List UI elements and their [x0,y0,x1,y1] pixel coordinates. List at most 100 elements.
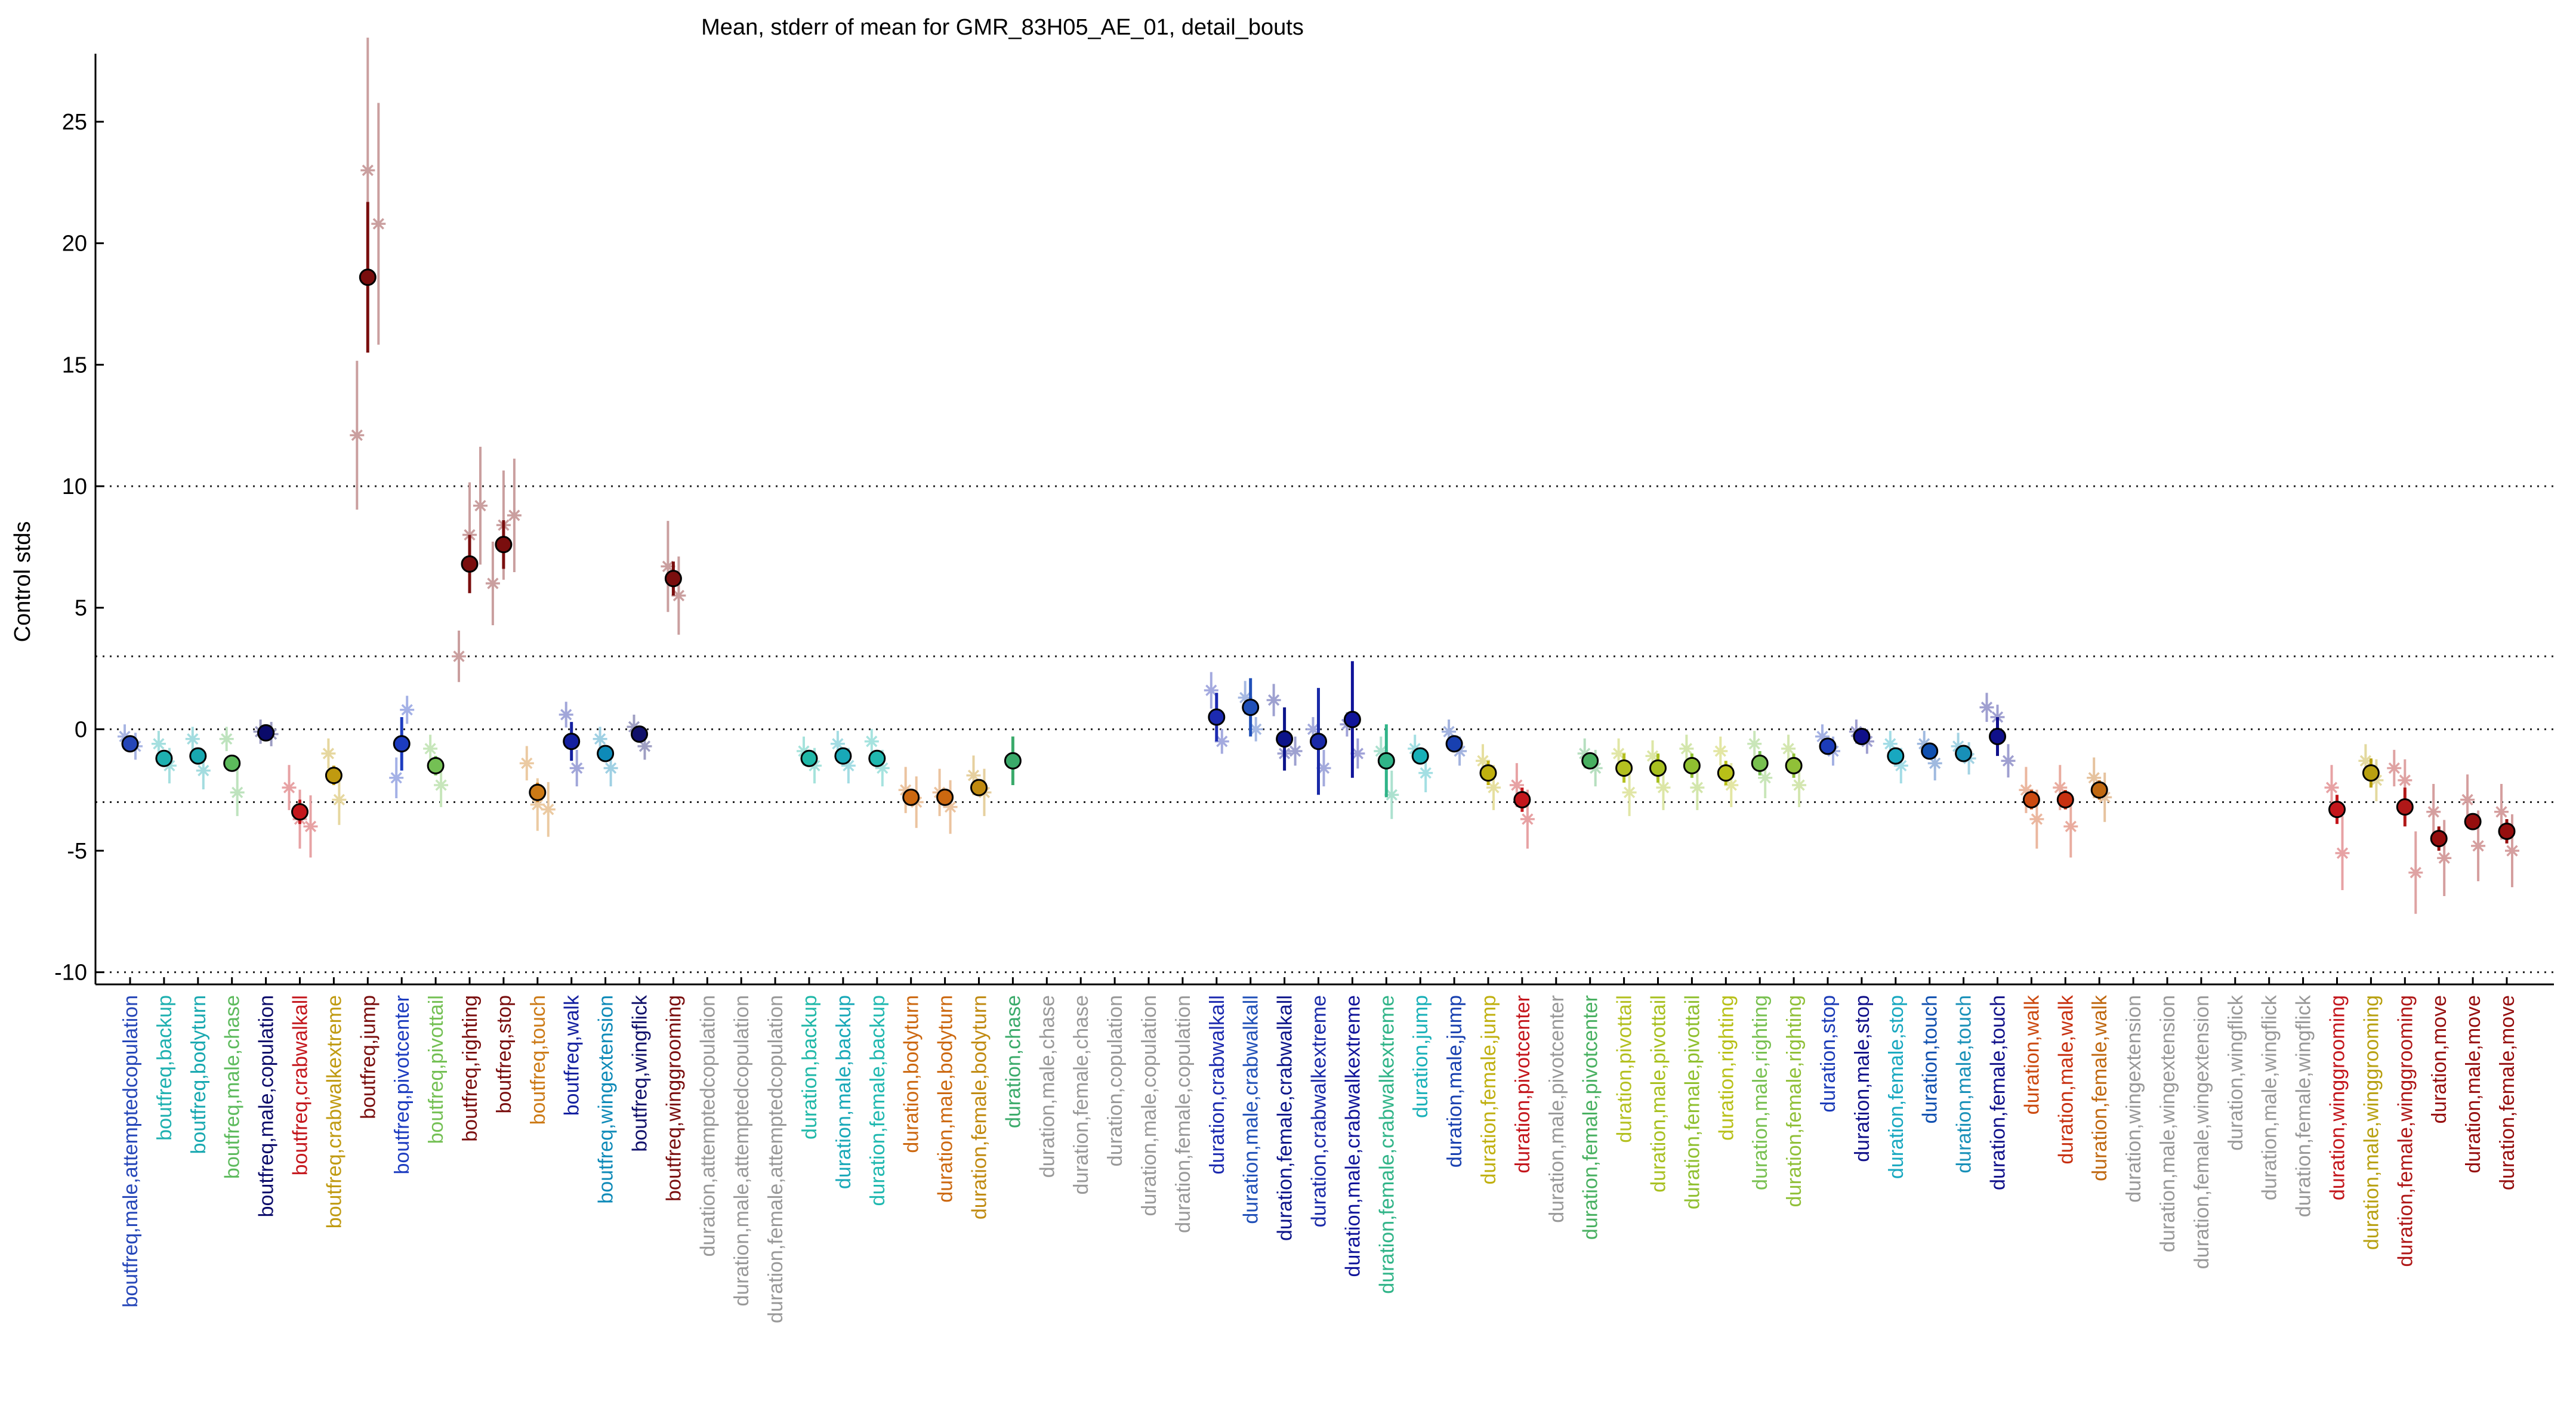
x-tick-label: duration,winggrooming [2327,995,2349,1200]
replicate-asterisk-marker [1917,736,1932,751]
x-tick-label: duration,male,crabwalkall [1240,995,1263,1224]
replicate-asterisk-marker [1520,812,1535,827]
y-tick-label: 25 [62,110,87,135]
reference-lines [95,485,2554,974]
data-point-group [485,458,522,625]
data-point-group [519,746,556,837]
x-tick-label: boutfreq,wingflick [629,995,652,1152]
replicate-asterisk-marker [875,761,890,776]
mean-marker [2056,790,2074,808]
mean-marker [427,756,445,774]
mean-marker [1581,752,1599,770]
replicate-asterisk-marker [1384,788,1399,802]
mean-marker [1717,764,1735,782]
mean-marker [631,725,648,743]
data-point-group [1004,736,1022,786]
x-tick-label: boutfreq,backup [153,995,176,1141]
y-tick-label: 15 [62,353,87,378]
replicate-asterisk-marker [389,770,404,785]
replicate-asterisk-marker [360,163,375,178]
replicate-asterisk-marker [1622,785,1637,800]
data-point-group [282,765,318,858]
x-tick-label: boutfreq,walk [561,995,584,1116]
replicate-asterisk-marker [2471,838,2486,853]
replicate-asterisk-marker [452,649,466,664]
mean-marker [1310,733,1327,751]
mean-marker [970,779,988,796]
replicate-asterisk-marker [371,217,386,231]
mean-marker [1853,728,1871,746]
replicate-asterisk-marker [627,719,641,734]
data-point-group [661,521,686,635]
replicate-asterisk-marker [2053,780,2068,795]
x-tick-label: duration,male,winggrooming [2360,995,2383,1250]
x-tick-label: duration,male,backup [832,995,855,1189]
replicate-asterisk-marker [162,758,177,773]
replicate-asterisk-marker [1214,734,1229,749]
x-tick-label: duration,male,walk [2054,995,2077,1164]
data-point-group [423,734,449,807]
x-tick-label: duration,crabwalkextreme [1308,995,1331,1227]
replicate-asterisk-marker [2063,819,2078,834]
replicate-asterisk-marker [332,792,347,807]
x-tick-label: duration,female,bodyturn [968,995,991,1219]
replicate-asterisk-marker [864,734,879,749]
x-tick-label: boutfreq,male,copulation [255,995,278,1217]
mean-marker [902,788,920,806]
mean-marker [1887,747,1905,765]
mean-marker [563,733,581,751]
replicate-asterisk-marker [434,778,449,793]
replicate-asterisk-marker [1266,693,1281,708]
data-point-group [2324,765,2350,891]
data-point-group [2358,744,2384,801]
replicate-asterisk-marker [462,527,477,542]
replicate-asterisk-marker [151,736,166,751]
mean-marker [2362,764,2380,782]
replicate-asterisk-marker [1204,683,1218,698]
mean-marker [121,735,139,753]
mean-marker [936,788,954,806]
x-tick-label: boutfreq,wingextension [595,995,618,1204]
x-tick-label: boutfreq,stop [493,995,516,1113]
x-tick-label: duration,chase [1002,995,1025,1128]
x-tick-label: duration,female,walk [2088,995,2111,1181]
y-tick-label: -10 [54,961,87,986]
data-point-group [864,728,890,787]
replicate-asterisk-marker [2437,851,2452,866]
mean-marker [1377,752,1395,770]
data-point-group [1849,719,1874,754]
data-point-group [2426,784,2452,896]
replicate-asterisk-marker [1248,722,1263,737]
mean-marker [1479,764,1497,782]
replicate-asterisk-marker [1645,749,1660,764]
x-tick-labels: boutfreq,male,attemptedcopulation boutfre… [119,995,2519,1323]
mean-marker [1343,711,1361,728]
x-tick-label: duration,pivotcenter [1511,995,1534,1174]
y-tick-label: 20 [62,231,87,257]
data-point-group [389,696,415,798]
x-tick-label: duration,female,backup [866,995,889,1206]
replicate-asterisk-marker [943,799,958,814]
data-point-group [1713,736,1739,807]
replicate-asterisk-marker [603,761,618,776]
x-tick-label: duration,male,wingflick [2259,995,2281,1200]
replicate-asterisk-marker [1408,741,1423,756]
x-tick-label: duration,male,touch [1953,995,1976,1174]
x-tick-label: duration,male,chase [1036,995,1059,1178]
mean-marker [597,745,615,762]
replicate-asterisk-marker [1588,761,1603,776]
x-tick-label: duration,pivottail [1614,995,1636,1143]
replicate-asterisk-marker [2019,783,2034,798]
axes: -10 -5 0 5 10 15 20 25 [54,54,2554,986]
data-point-group [1883,731,1908,784]
replicate-asterisk-marker [230,785,245,800]
x-tick-label: boutfreq,righting [459,995,482,1142]
replicate-asterisk-marker [1893,758,1908,773]
data-point-group [797,736,822,784]
x-tick-label: duration,female,chase [1070,995,1093,1195]
replicate-asterisk-marker [1679,741,1694,756]
data-point-group [1781,734,1807,807]
data-point-group [2494,784,2519,888]
x-tick-label: duration,female,winggrooming [2394,995,2417,1267]
